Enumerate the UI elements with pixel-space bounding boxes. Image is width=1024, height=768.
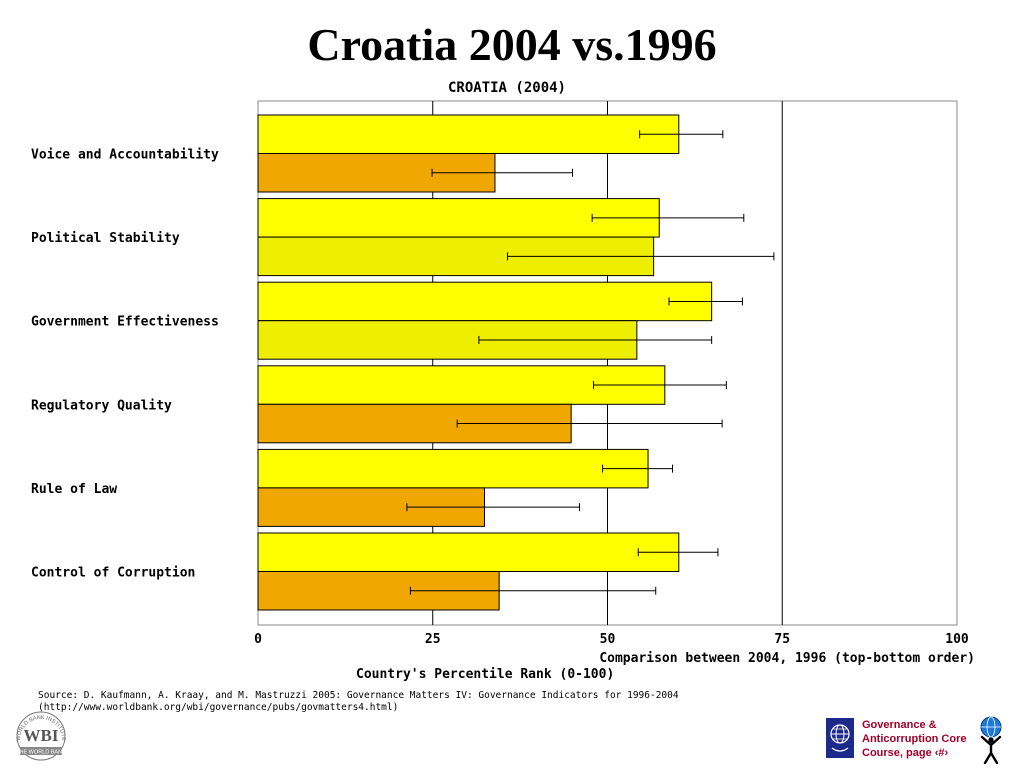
x-tick-label-4: 100 (945, 632, 969, 647)
globe-icon (826, 718, 854, 758)
error-bar-2004-3 (593, 381, 727, 390)
wbi-logo: WORLD BANK INSTITUTE WBI THE WORLD BANK (16, 711, 66, 761)
error-bar-1996-1 (507, 252, 775, 261)
x-tick-labels: 0 25 50 75 100 (254, 632, 969, 647)
category-label-5: Control of Corruption (31, 566, 195, 581)
source-line-2: (http://www.worldbank.org/wbi/governance… (38, 702, 399, 713)
category-label-1: Political Stability (31, 231, 180, 246)
category-label-0: Voice and Accountability (31, 148, 219, 163)
source-line-1: Source: D. Kaufmann, A. Kraay, and M. Ma… (38, 690, 679, 701)
error-bar-1996-2 (478, 335, 713, 344)
bar-chart: CROATIA (2004) Voice and Accountability P… (31, 80, 975, 682)
bar-2004-2 (257, 281, 713, 322)
source-note: Source: D. Kaufmann, A. Kraay, and M. Ma… (38, 690, 679, 714)
error-bar-2004-1 (591, 213, 745, 222)
error-bar-2004-2 (668, 297, 743, 306)
course-line-3: Course, page ‹#› (862, 747, 949, 759)
error-bar-1996-5 (409, 586, 657, 595)
category-label-4: Rule of Law (31, 482, 117, 497)
x-axis-label: Country's Percentile Rank (0-100) (356, 667, 614, 682)
chart-title: CROATIA (2004) (448, 80, 566, 96)
slide-title: Croatia 2004 vs.1996 (307, 19, 717, 70)
course-text: Governance & Anticorruption Core Course,… (862, 718, 967, 760)
course-line-2: Anticorruption Core (862, 733, 967, 745)
category-labels: Voice and Accountability Political Stabil… (31, 148, 219, 581)
wbi-band-text: THE WORLD BANK (16, 750, 66, 756)
course-footer: Governance & Anticorruption Core Course,… (826, 718, 967, 760)
category-label-2: Government Effectiveness (31, 315, 219, 330)
error-bar-1996-4 (406, 503, 581, 512)
person-holding-globe-icon (980, 716, 1002, 764)
error-bar-1996-0 (431, 168, 574, 177)
error-bar-2004-5 (637, 548, 719, 557)
legend-note: Comparison between 2004, 1996 (top-botto… (599, 651, 975, 666)
x-tick-label-0: 0 (254, 632, 262, 647)
wbi-logo-text: WBI (24, 726, 59, 745)
error-bars (406, 130, 775, 595)
error-bar-1996-3 (456, 419, 723, 428)
x-tick-label-2: 50 (600, 632, 616, 647)
bar-2004-0 (257, 114, 680, 154)
error-bar-2004-4 (602, 464, 674, 473)
x-tick-label-1: 25 (425, 632, 441, 647)
x-tick-label-3: 75 (774, 632, 790, 647)
error-bar-2004-0 (639, 130, 724, 139)
category-label-3: Regulatory Quality (31, 398, 172, 413)
course-line-1: Governance & (862, 719, 937, 731)
bar-2004-4 (257, 448, 649, 489)
bar-2004-5 (257, 532, 680, 572)
